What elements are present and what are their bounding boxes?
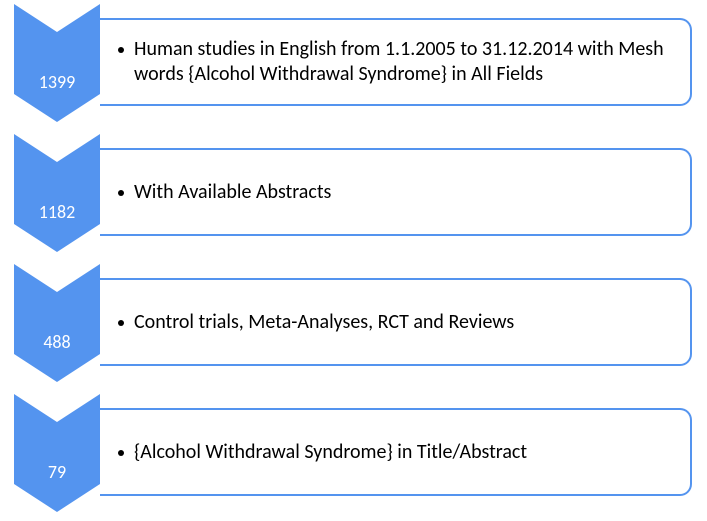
stage-bullet: Human studies in English from 1.1.2005 t…	[118, 37, 676, 87]
stage-description: Control trials, Meta-Analyses, RCT and R…	[134, 310, 514, 335]
stage-count: 488	[14, 331, 100, 353]
stage-bullet: Control trials, Meta-Analyses, RCT and R…	[118, 310, 514, 335]
stage-description: With Available Abstracts	[134, 180, 331, 205]
chevron-down-icon: 488	[14, 264, 100, 382]
stage-description: Human studies in English from 1.1.2005 t…	[134, 37, 676, 87]
stage-description-box: Human studies in English from 1.1.2005 t…	[100, 18, 692, 106]
bullet-icon	[118, 190, 124, 196]
chevron-down-icon: 79	[14, 394, 100, 512]
funnel-stage: Human studies in English from 1.1.2005 t…	[14, 4, 692, 122]
chevron-down-icon: 1182	[14, 134, 100, 252]
funnel-stage: With Available Abstracts 1182	[14, 134, 692, 252]
stage-description-box: Control trials, Meta-Analyses, RCT and R…	[100, 278, 692, 366]
stage-count: 1182	[14, 201, 100, 223]
stage-count: 1399	[14, 71, 100, 93]
stage-description-box: {Alcohol Withdrawal Syndrome} in Title/A…	[100, 408, 692, 496]
stage-bullet: {Alcohol Withdrawal Syndrome} in Title/A…	[118, 440, 527, 465]
funnel-stage: Control trials, Meta-Analyses, RCT and R…	[14, 264, 692, 382]
bullet-icon	[118, 47, 124, 53]
stage-bullet: With Available Abstracts	[118, 180, 331, 205]
stage-description: {Alcohol Withdrawal Syndrome} in Title/A…	[134, 440, 527, 465]
bullet-icon	[118, 320, 124, 326]
bullet-icon	[118, 450, 124, 456]
funnel-stage: {Alcohol Withdrawal Syndrome} in Title/A…	[14, 394, 692, 512]
stage-count: 79	[14, 461, 100, 483]
chevron-down-icon: 1399	[14, 4, 100, 122]
stage-description-box: With Available Abstracts	[100, 148, 692, 236]
